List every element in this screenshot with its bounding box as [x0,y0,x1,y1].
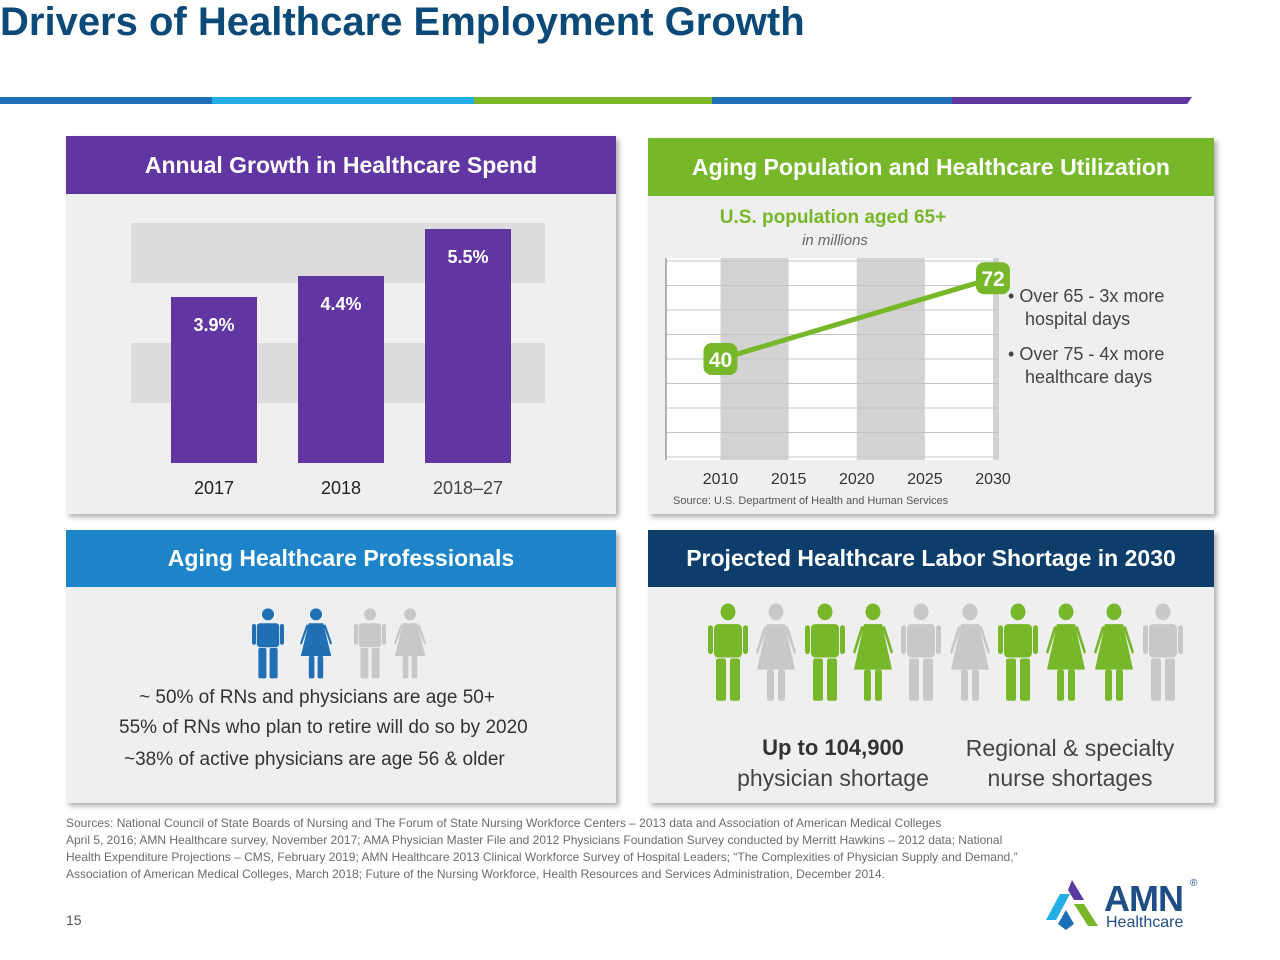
title-divider-blue2 [712,97,952,104]
data-point-badge [976,262,1010,295]
x-tick-label: 2025 [907,471,943,488]
data-point-label: 40 [709,349,732,372]
amn-logo-subtext: Healthcare [1106,914,1184,931]
x-axis-label: 2018–27 [432,478,504,498]
bar-2018 [298,276,384,463]
data-point-label: 72 [981,268,1004,291]
man-icon [997,603,1038,708]
woman-icon [394,608,426,685]
man-icon [354,608,386,685]
population-line [718,275,996,362]
x-axis-label: 2018 [320,478,362,498]
bar-value-label: 5.5% [447,247,489,268]
woman-icon [852,603,893,708]
spend-panel-title: Annual Growth in Healthcare Spend [144,151,538,178]
data-point-badge [703,343,738,375]
physician-shortage-figure: Up to 104,900 [762,735,904,760]
bullet-item: • Over 65 - 3x more hospital days [1008,286,1165,329]
amn-logo-text: AMN [1104,878,1184,919]
x-tick-label: 2010 [703,471,739,488]
bar-2017 [171,297,257,463]
page-title: Drivers of Healthcare Employment Growth [0,0,805,44]
title-divider-green [474,97,712,104]
amn-logo: AMN ® Healthcare [1044,876,1204,936]
bar-value-label: 4.4% [320,294,362,314]
x-axis-label: 2017 [193,478,235,498]
sources-line: Association of American Medical Colleges… [66,867,885,881]
professional-figures [66,530,616,803]
bullet-line2: hospital days [1025,309,1131,329]
woman-icon [1046,603,1087,708]
woman-icon [949,603,990,708]
bullet-line1: Over 65 - 3x more [1019,286,1165,306]
nurse-shortage-line1: Regional & specialty [965,735,1175,761]
woman-icon [756,603,797,708]
bar-value-label: 3.9% [193,315,235,336]
amn-logo-mark [1046,880,1098,930]
sources-footnote: Sources: National Council of State Board… [66,815,1216,883]
nurse-shortage-line2: nurse shortages [987,765,1153,791]
aging-population-panel-header: Aging Population and Healthcare Utilizat… [648,138,1214,196]
x-tick-label: 2030 [975,471,1011,488]
labor-shortage-panel: Projected Healthcare Labor Shortage in 2… [648,530,1214,803]
man-icon [804,603,845,708]
sources-line: April 5, 2016; AMN Healthcare survey, No… [66,833,1003,847]
x-tick-label: 2015 [771,471,807,488]
title-divider-cyan [212,97,474,104]
population-chart-source: Source: U.S. Department of Health and Hu… [673,495,949,507]
man-icon [901,603,942,708]
population-chart-subtitle: in millions [802,232,868,249]
bullet-item: • Over 75 - 4x more healthcare days [1008,344,1165,387]
x-tick-label: 2020 [839,471,875,488]
man-icon [1142,603,1183,708]
labor-shortage-panel-header: Projected Healthcare Labor Shortage in 2… [648,530,1214,587]
aging-professionals-panel-title: Aging Healthcare Professionals [167,545,515,571]
aging-professionals-panel-header: Aging Healthcare Professionals [66,530,616,587]
sources-line: Sources: National Council of State Board… [66,816,942,830]
woman-icon [300,608,332,685]
labor-shortage-panel-title: Projected Healthcare Labor Shortage in 2… [686,545,1176,571]
population-chart-title: U.S. population aged 65+ [719,207,947,228]
physician-shortage-label: physician shortage [737,765,929,791]
amn-logo-registered: ® [1190,878,1198,889]
title-divider-purple [952,97,1192,104]
woman-icon [1094,603,1135,708]
aging-professionals-panel: Aging Healthcare Professionals ~ 50% of … [66,530,616,803]
professionals-stat: ~ 50% of RNs and physicians are age 50+ [139,687,495,708]
spend-panel-header: Annual Growth in Healthcare Spend [66,136,616,194]
title-divider-blue [0,97,212,104]
bar-2018–27 [425,229,511,463]
shortage-figures [648,530,1214,803]
professionals-stat: 55% of RNs who plan to retire will do so… [119,717,528,738]
spend-panel: Annual Growth in Healthcare Spend 3.9% 20… [66,136,616,514]
spend-bar-chart: 3.9% 2017 4.4% 2018 5.5% 2018–27 [66,136,616,514]
page-number: 15 [66,912,82,928]
man-icon [708,603,748,708]
population-line-chart: 2010 2015 2020 2025 2030 40 72 [665,258,1011,488]
professionals-stat: ~38% of active physicians are age 56 & o… [124,749,505,770]
bullet-line2: healthcare days [1025,367,1153,387]
bullet-line1: Over 75 - 4x more [1019,344,1165,364]
aging-population-panel: Aging Population and Healthcare Utilizat… [648,138,1214,514]
man-icon [252,608,284,685]
aging-population-panel-title: Aging Population and Healthcare Utilizat… [692,153,1170,180]
sources-line: Health Expenditure Projections – CMS, Fe… [66,850,1018,864]
